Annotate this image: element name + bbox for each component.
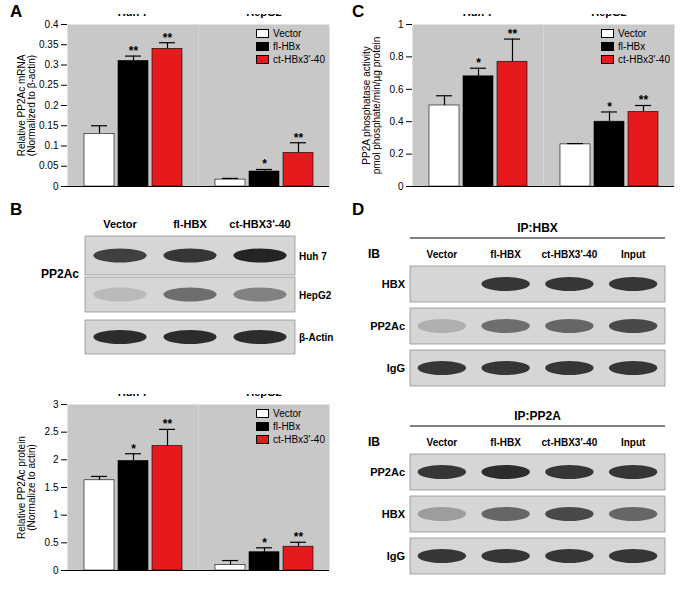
html-text:ct-HBx3'-40: ct-HBx3'-40	[273, 54, 325, 65]
svg-text:ct-HBX3'-40: ct-HBX3'-40	[542, 437, 598, 448]
svg-text:0.5: 0.5	[45, 537, 59, 548]
svg-text:0: 0	[53, 565, 59, 576]
svg-text:fl-HBX: fl-HBX	[173, 218, 207, 230]
svg-text:fl-HBX: fl-HBX	[490, 437, 521, 448]
svg-text:0.4: 0.4	[45, 19, 59, 30]
svg-text:0.2: 0.2	[390, 148, 404, 159]
svg-text:fl-HBX: fl-HBX	[490, 249, 521, 260]
svg-text:PP2Ac: PP2Ac	[370, 466, 405, 478]
svg-text:0.05: 0.05	[39, 160, 59, 171]
html-text:ct-HBx3'-40: ct-HBx3'-40	[618, 54, 670, 65]
svg-text:IB: IB	[368, 435, 380, 449]
svg-text:**: **	[508, 27, 518, 41]
svg-text:*: *	[262, 536, 267, 550]
html-text:fl-HBx: fl-HBx	[618, 41, 646, 52]
svg-text:**: **	[294, 131, 304, 145]
svg-text:**: **	[129, 44, 139, 58]
svg-text:Huh 7: Huh 7	[118, 394, 149, 398]
svg-text:ct-HBX3'-40: ct-HBX3'-40	[542, 249, 598, 260]
html-text:Vector: Vector	[273, 408, 302, 419]
svg-text:Vector: Vector	[103, 218, 137, 230]
svg-text:IP:PP2A: IP:PP2A	[514, 409, 561, 423]
svg-text:IP:HBX: IP:HBX	[517, 221, 558, 235]
html-text:Vector: Vector	[273, 28, 302, 39]
svg-text:Huh 7: Huh 7	[463, 14, 494, 18]
html-text:fl-HBx: fl-HBx	[273, 421, 301, 432]
html-text:ct-HBx3'-40: ct-HBx3'-40	[273, 434, 325, 445]
svg-text:β-Actin: β-Actin	[299, 332, 333, 343]
svg-text:IB: IB	[368, 247, 380, 261]
svg-text:Input: Input	[621, 249, 646, 260]
html-text:D: D	[352, 200, 365, 219]
html-text:Vector: Vector	[618, 28, 647, 39]
svg-text:*: *	[607, 100, 612, 114]
svg-text:0: 0	[398, 181, 404, 192]
html-text:B: B	[10, 200, 23, 219]
svg-text:Huh 7: Huh 7	[118, 14, 149, 18]
svg-text:0.25: 0.25	[39, 79, 59, 90]
svg-text:Vector: Vector	[427, 249, 458, 260]
svg-text:ct-HBX3'-40: ct-HBX3'-40	[229, 218, 290, 230]
svg-text:1: 1	[398, 19, 404, 30]
svg-text:Relative PP2Ac mRNA(Normalized: Relative PP2Ac mRNA(Normalized to β-acti…	[16, 54, 37, 156]
svg-text:HepG2: HepG2	[299, 290, 332, 301]
svg-text:**: **	[163, 31, 173, 45]
svg-text:PP2Ac: PP2Ac	[41, 267, 79, 281]
svg-text:0.15: 0.15	[39, 120, 59, 131]
html-text:fl-HBx: fl-HBx	[273, 41, 301, 52]
svg-text:HepG2: HepG2	[246, 394, 281, 398]
svg-text:0.3: 0.3	[45, 59, 59, 70]
svg-text:IgG: IgG	[387, 550, 405, 562]
svg-text:0.4: 0.4	[390, 116, 404, 127]
html-text:C: C	[352, 2, 365, 21]
svg-text:0: 0	[53, 181, 59, 192]
svg-text:Huh 7: Huh 7	[299, 251, 327, 262]
svg-text:**: **	[639, 93, 649, 107]
svg-text:*: *	[476, 56, 481, 70]
svg-text:PP2A phosphatase activitypmol: PP2A phosphatase activitypmol phosphate/…	[361, 37, 382, 175]
html-text:A: A	[10, 2, 23, 21]
svg-text:Relative PP2Ac protein(Normali: Relative PP2Ac protein(Normalize to acti…	[16, 436, 37, 539]
svg-text:Vector: Vector	[427, 437, 458, 448]
svg-text:0.6: 0.6	[390, 84, 404, 95]
svg-text:HepG2: HepG2	[246, 14, 281, 18]
svg-text:3: 3	[53, 399, 59, 410]
svg-text:HepG2: HepG2	[591, 14, 626, 18]
svg-text:PP2Ac: PP2Ac	[370, 320, 405, 332]
svg-text:2.5: 2.5	[45, 426, 59, 437]
svg-text:0.35: 0.35	[39, 39, 59, 50]
svg-text:IgG: IgG	[387, 362, 405, 374]
svg-text:1.5: 1.5	[45, 482, 59, 493]
svg-text:**: **	[163, 417, 173, 431]
svg-text:**: **	[294, 530, 304, 544]
svg-text:*: *	[262, 157, 267, 171]
svg-text:HBX: HBX	[382, 508, 406, 520]
svg-text:2: 2	[53, 454, 59, 465]
svg-text:Input: Input	[621, 437, 646, 448]
svg-text:0.8: 0.8	[390, 51, 404, 62]
svg-text:0.2: 0.2	[45, 100, 59, 111]
svg-text:0.1: 0.1	[45, 140, 59, 151]
svg-text:1: 1	[53, 509, 59, 520]
svg-text:*: *	[131, 442, 136, 456]
svg-text:HBX: HBX	[382, 278, 406, 290]
